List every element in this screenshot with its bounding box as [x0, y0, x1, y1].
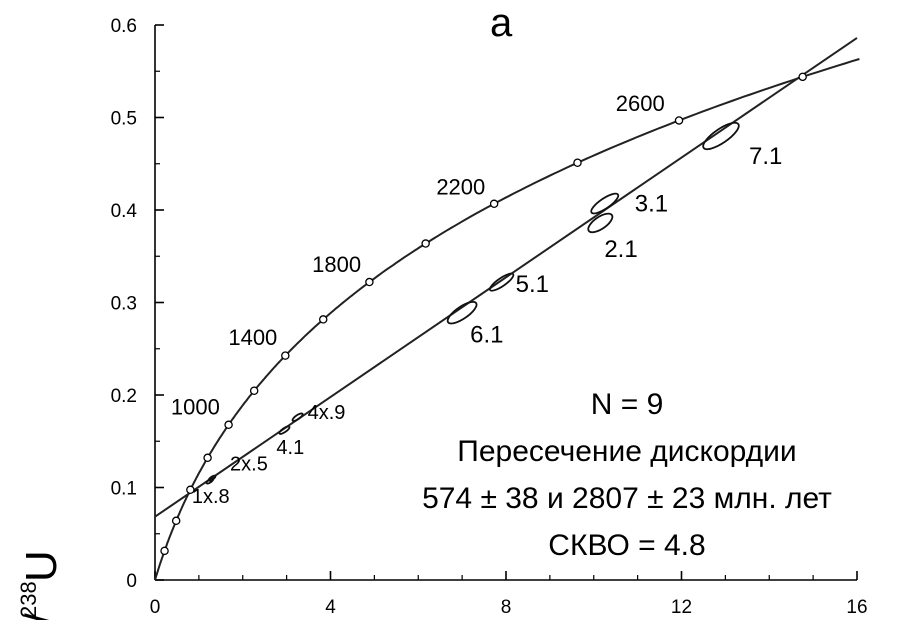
spot-ellipse	[488, 272, 515, 292]
spot-label: 3.1	[635, 191, 668, 218]
concordia-age-marker	[281, 351, 290, 360]
spot-label: 4x.9	[308, 402, 346, 424]
y-tick-label: 0.6	[111, 16, 137, 37]
spot-ellipse	[590, 192, 620, 215]
spot-ellipse	[702, 121, 740, 151]
info-block: N = 9 Пересечение дискордии 574 ± 38 и 2…	[422, 388, 832, 562]
spot-label: 5.1	[516, 271, 549, 298]
info-n: N = 9	[591, 388, 664, 421]
concordia-age-marker	[186, 485, 195, 495]
y-axis-label-main: U	[17, 550, 66, 582]
y-tick-label: 0.4	[111, 201, 138, 222]
spot-ellipse	[207, 474, 217, 482]
spot-label: 6.1	[470, 322, 503, 349]
concordia-age-marker	[318, 315, 328, 324]
concordia-age-marker	[674, 116, 684, 125]
concordia-age-label: 1400	[228, 325, 277, 350]
spot-ellipse	[446, 300, 478, 325]
info-intercept-title: Пересечение дискордии	[457, 435, 796, 468]
y-tick-label: 0.2	[111, 386, 137, 407]
y-axis-label: b/ 238 U	[16, 550, 66, 620]
concordia-age-marker	[224, 420, 233, 430]
info-intercept-values: 574 ± 38 и 2807 ± 23 млн. лет	[422, 482, 832, 515]
age-labels: 1000 1400 1800 2200 2600	[171, 91, 665, 419]
concordia-age-marker	[203, 453, 212, 463]
concordia-age-marker	[798, 72, 807, 82]
y-tick-label: 0.5	[111, 109, 137, 130]
x-tick-label: 4	[325, 597, 336, 618]
x-tick-label: 16	[846, 597, 867, 618]
x-tick-label: 0	[150, 597, 161, 618]
concordia-age-label: 2600	[616, 91, 665, 116]
panel-title: а	[490, 1, 513, 45]
spot-label: 7.1	[749, 143, 782, 170]
x-tick-label: 12	[671, 597, 692, 618]
spot-label: 2x.5	[230, 453, 268, 475]
spot-label: 1x.8	[192, 486, 230, 508]
y-tick-label: 0.3	[111, 294, 137, 315]
y-ticks: 0 0.1 0.2 0.3 0.4 0.5 0.6	[111, 16, 164, 592]
discordia-line	[154, 37, 858, 518]
info-mswd: СКВО = 4.8	[548, 529, 705, 562]
spot-ellipses	[205, 121, 740, 485]
y-tick-label: 0	[126, 571, 137, 592]
x-tick-label: 8	[501, 597, 512, 618]
spot-ellipse	[587, 212, 614, 234]
spot-ellipse	[278, 425, 291, 435]
concordia-age-label: 2200	[436, 174, 485, 199]
concordia-markers	[160, 72, 807, 556]
concordia-age-marker	[489, 199, 499, 209]
spot-labels: 1x.82x.5 4.14x.9 6.1 5.1 2.1 3.1 7.1	[192, 143, 783, 508]
concordia-age-marker	[421, 239, 430, 248]
concordia-age-label: 1000	[171, 395, 220, 420]
concordia-age-marker	[249, 386, 259, 395]
spot-label: 4.1	[276, 437, 304, 459]
spot-label: 2.1	[604, 236, 637, 263]
x-ticks: 0 4 8 12 16	[150, 571, 868, 618]
concordia-age-label: 1800	[312, 252, 361, 277]
y-tick-label: 0.1	[111, 479, 137, 500]
y-axis-label-sup: 238	[16, 581, 41, 618]
concordia-age-marker	[573, 158, 582, 168]
spot-ellipse	[291, 412, 304, 422]
concordia-age-marker	[171, 516, 181, 526]
y-axis-label-prefix: b/	[17, 613, 66, 620]
concordia-age-marker	[365, 277, 374, 287]
concordia-age-marker	[160, 546, 169, 556]
